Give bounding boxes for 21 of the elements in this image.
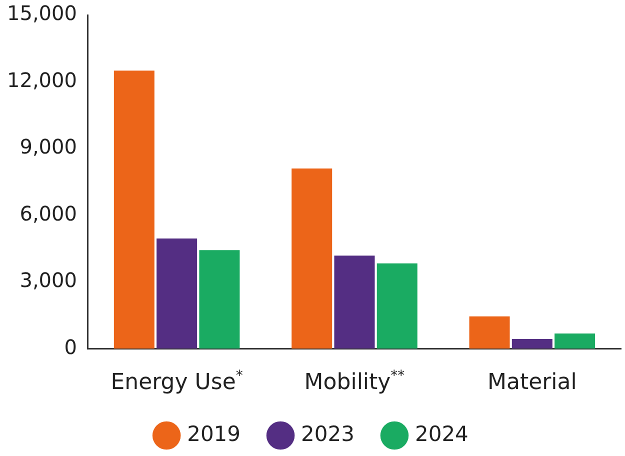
bar [199, 250, 240, 349]
bar [156, 238, 198, 349]
x-tick-label: Energy Use* [110, 368, 243, 395]
bar [512, 339, 552, 349]
legend-label: 2019 [187, 422, 241, 446]
bar [469, 316, 510, 349]
bar [334, 256, 375, 349]
y-tick-label: 3,000 [20, 268, 77, 292]
legend-label: 2023 [301, 422, 354, 446]
bar [292, 168, 332, 349]
y-tick-label: 12,000 [6, 68, 77, 92]
y-tick-label: 6,000 [20, 201, 77, 226]
bar [554, 333, 596, 349]
x-tick-label: Mobility** [304, 368, 405, 395]
y-tick-label: 0 [64, 334, 77, 359]
y-tick-label: 9,000 [20, 134, 77, 159]
x-tick-label: Material [487, 370, 577, 395]
legend-label: 2024 [414, 422, 468, 446]
bar [114, 70, 154, 349]
y-tick-label: 15,000 [6, 1, 77, 26]
bar [376, 263, 418, 349]
